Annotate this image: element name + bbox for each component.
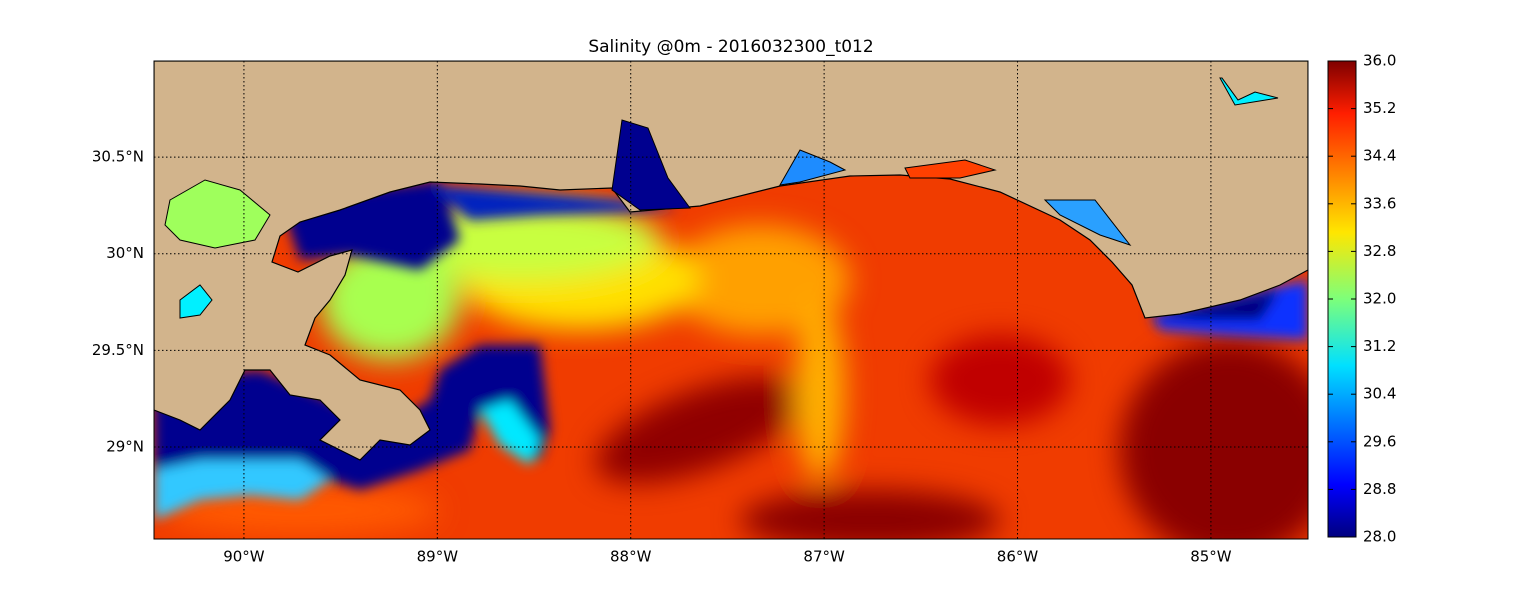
salinity-field [154, 61, 1308, 539]
y-tick-label: 30.5°N [92, 148, 144, 166]
y-tick-label: 29.5°N [92, 341, 144, 359]
lake [611, 119, 691, 211]
y-tick-label: 29°N [106, 437, 144, 455]
x-tick-label: 89°W [417, 548, 459, 566]
chart-title: Salinity @0m - 2016032300_t012 [588, 37, 873, 57]
map-frame [153, 60, 1309, 540]
colorbar-tick-label: 35.2 [1363, 99, 1396, 117]
colorbar-tick-label: 30.4 [1363, 385, 1396, 403]
y-tick-label: 30°N [106, 244, 144, 262]
x-tick-label: 87°W [803, 548, 845, 566]
x-tick-label: 88°W [610, 548, 652, 566]
x-tick-label: 86°W [997, 548, 1039, 566]
lake [904, 159, 997, 179]
land [154, 61, 1308, 461]
colorbar-tick-label: 36.0 [1363, 52, 1396, 70]
lake [1219, 77, 1279, 106]
lake [1043, 199, 1132, 246]
colorbar-tick-label: 31.2 [1363, 337, 1396, 355]
colorbar-tick-label: 34.4 [1363, 147, 1396, 165]
lake [779, 149, 847, 186]
x-tick-label: 90°W [223, 548, 265, 566]
colorbar-tick-label: 28.0 [1363, 528, 1396, 546]
colorbar-tick-label: 28.8 [1363, 480, 1396, 498]
colorbar-tick-label: 29.6 [1363, 432, 1396, 450]
colorbar-tick-label: 33.6 [1363, 194, 1396, 212]
x-tick-label: 85°W [1190, 548, 1232, 566]
colorbar-tick-label: 32.0 [1363, 290, 1396, 308]
lake [179, 284, 213, 319]
colorbar-tick-label: 32.8 [1363, 242, 1396, 260]
